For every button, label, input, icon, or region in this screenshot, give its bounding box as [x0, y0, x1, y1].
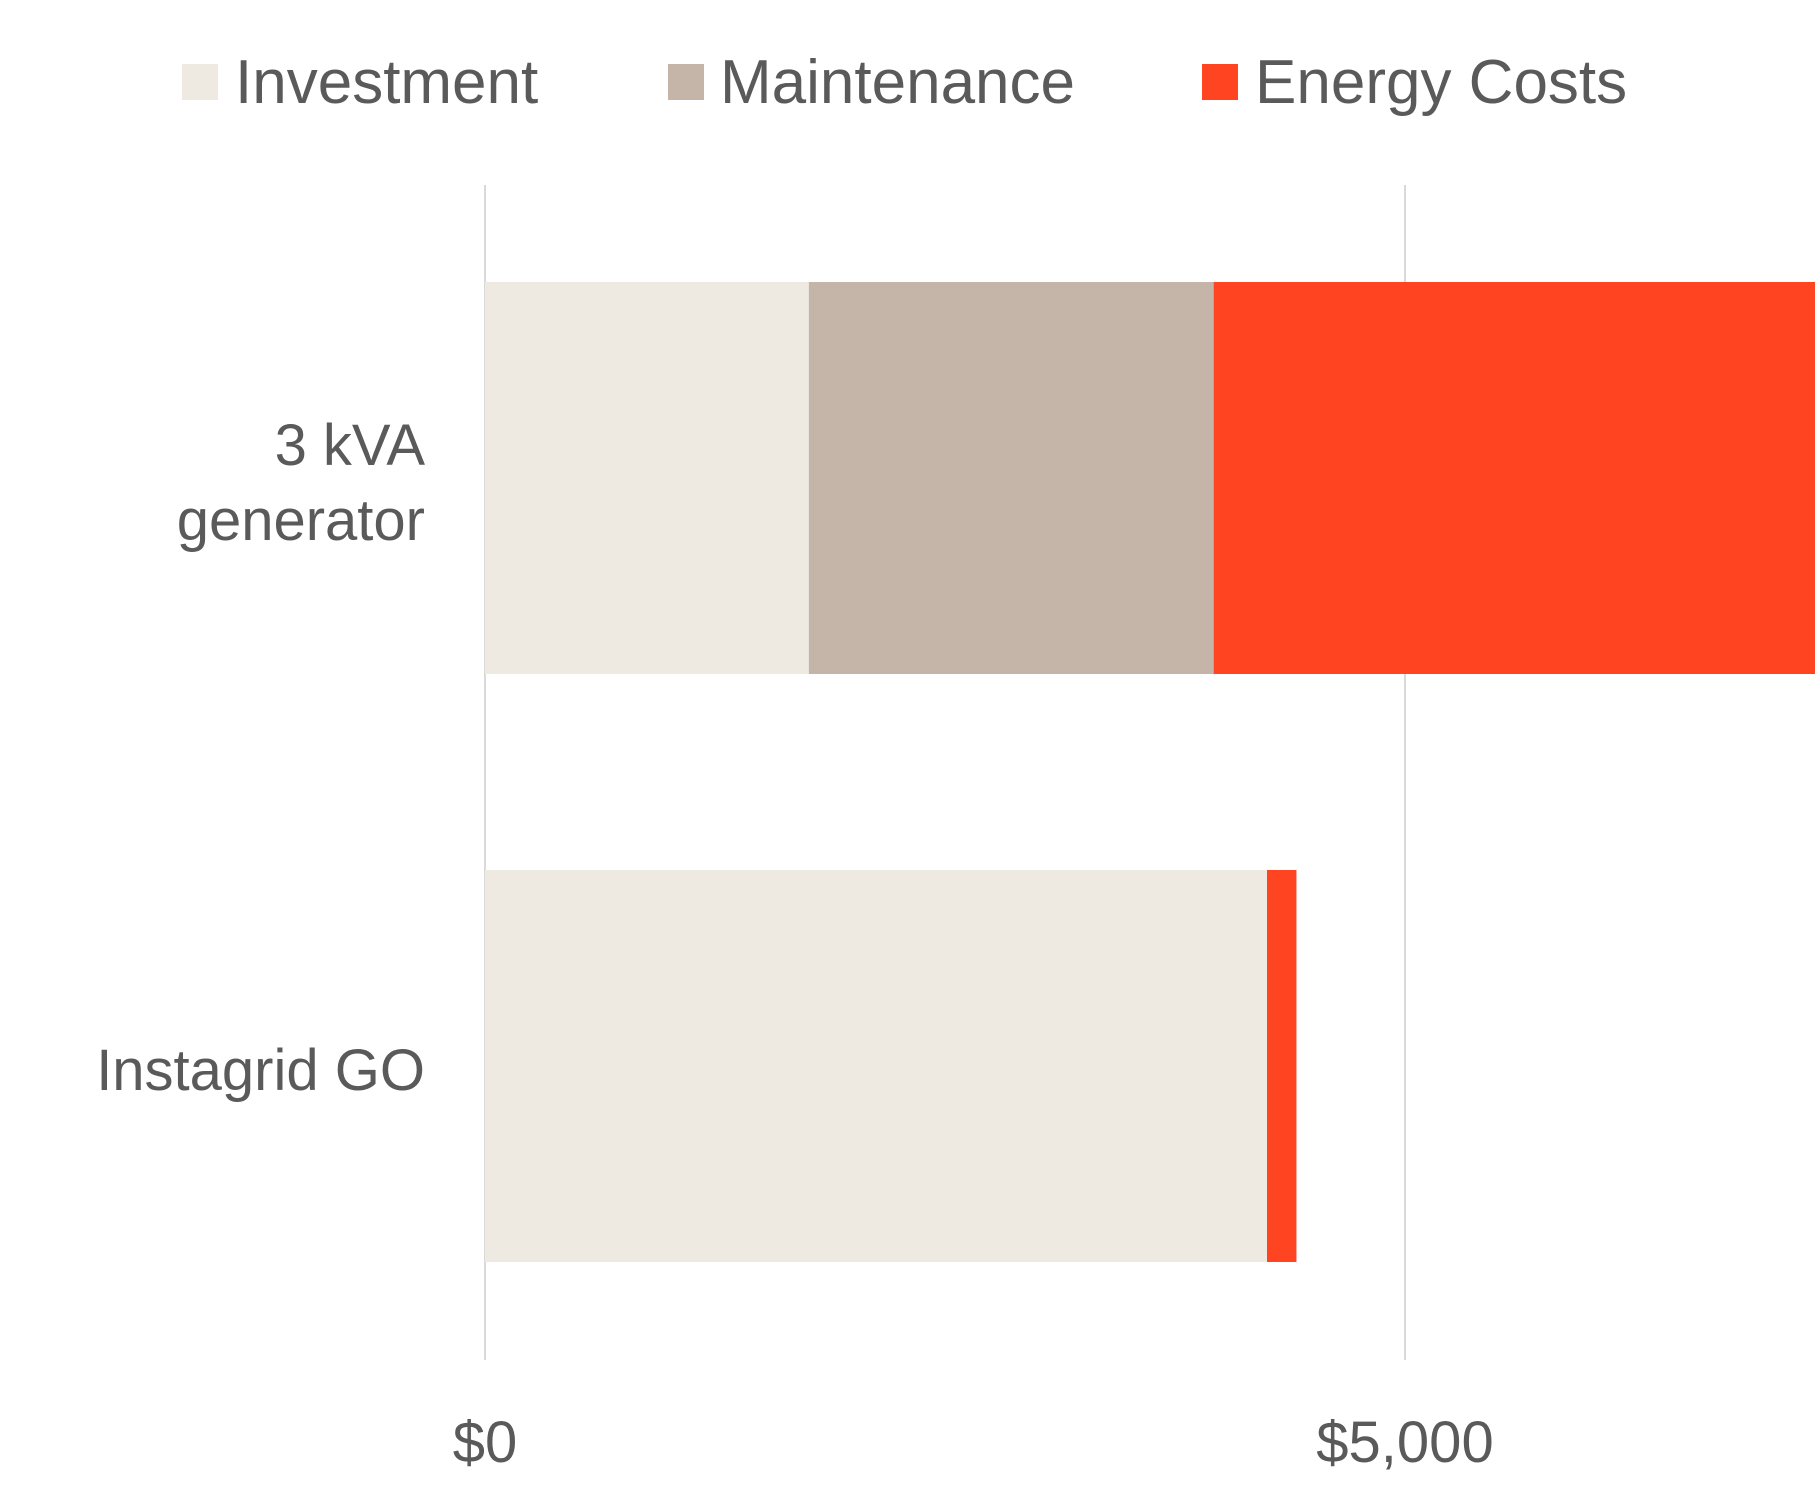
bar-energy-costs-1 — [1267, 870, 1297, 1262]
category-labels: 3 kVA generator Instagrid GO — [96, 413, 425, 1103]
category-label-1: Instagrid GO — [96, 1038, 425, 1103]
x-tick-label-0: $0 — [453, 1410, 518, 1475]
x-tick-labels: $0$5,000$10,000 — [453, 1410, 1494, 1475]
legend-swatch-investment — [182, 64, 218, 100]
bar-investment-1 — [485, 870, 1267, 1262]
legend-label-energy-costs: Energy Costs — [1255, 48, 1627, 117]
legend-label-investment: Investment — [235, 48, 538, 117]
category-label-0: 3 kVA generator — [177, 413, 426, 553]
legend-swatch-maintenance — [668, 64, 704, 100]
legend-label-maintenance: Maintenance — [720, 48, 1075, 117]
legend: Investment Maintenance Energy Costs — [182, 48, 1627, 117]
bar-energy-costs-0 — [1213, 282, 1815, 674]
bar-investment-0 — [485, 282, 809, 674]
bars — [485, 282, 1815, 1262]
bar-maintenance-0 — [808, 282, 1214, 674]
x-tick-label-1: $5,000 — [1316, 1410, 1493, 1475]
legend-swatch-energy-costs — [1202, 64, 1238, 100]
